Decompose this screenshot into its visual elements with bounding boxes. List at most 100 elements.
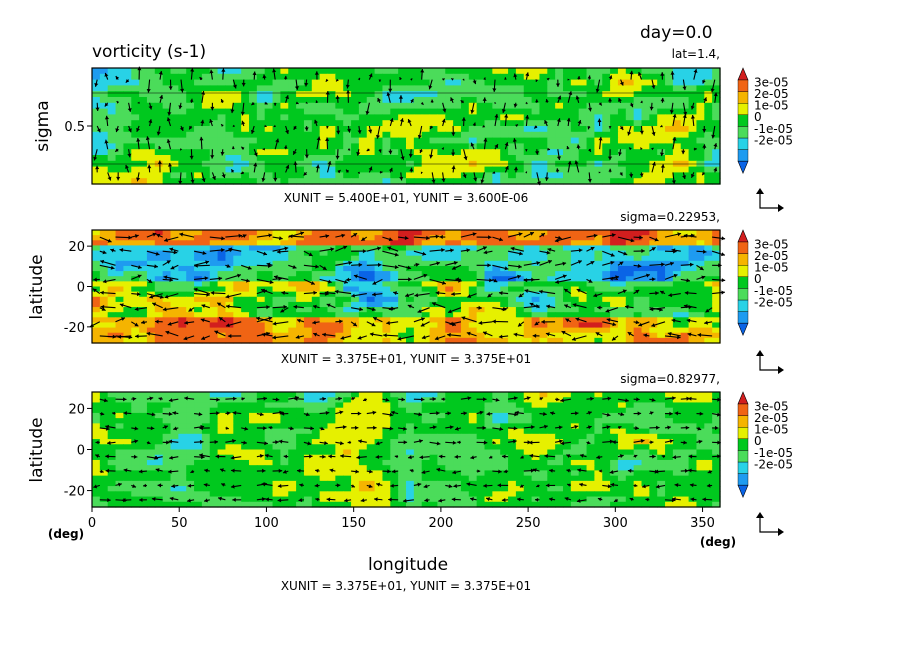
colorbar-label: -1e-05 bbox=[754, 122, 793, 136]
heatmap-cell bbox=[139, 392, 148, 398]
wind-vector-head bbox=[358, 262, 363, 267]
heatmap-cell bbox=[508, 97, 517, 104]
heatmap-cell bbox=[398, 114, 407, 121]
heatmap-cell bbox=[406, 91, 415, 98]
heatmap-cell bbox=[351, 155, 360, 162]
heatmap-cell bbox=[610, 108, 619, 115]
heatmap-cell bbox=[225, 250, 234, 257]
wind-vectors-middle bbox=[89, 231, 726, 341]
heatmap-cell bbox=[602, 240, 611, 247]
heatmap-cell bbox=[500, 402, 509, 409]
heatmap-cell bbox=[688, 235, 698, 241]
heatmap-cell bbox=[617, 143, 627, 150]
heatmap-cell bbox=[288, 286, 297, 293]
heatmap-cell bbox=[460, 281, 470, 288]
heatmap-cell bbox=[303, 286, 313, 293]
heatmap-cell bbox=[665, 322, 674, 329]
heatmap-cell bbox=[476, 155, 486, 162]
heatmap-cell bbox=[186, 286, 195, 293]
heatmap-cell bbox=[641, 102, 650, 110]
heatmap-cell bbox=[476, 235, 486, 241]
heatmap-cell bbox=[358, 392, 368, 398]
heatmap-cell bbox=[665, 312, 674, 318]
heatmap-cell bbox=[99, 296, 109, 303]
wind-vector-head bbox=[393, 291, 397, 296]
heatmap-cell bbox=[547, 260, 556, 267]
wind-vector-head bbox=[272, 321, 277, 326]
heatmap-cell bbox=[688, 126, 698, 133]
heatmap-cell bbox=[500, 397, 509, 404]
heatmap-cell bbox=[303, 402, 313, 409]
heatmap-cell bbox=[468, 402, 478, 409]
heatmap-cell bbox=[680, 230, 690, 236]
heatmap-cell bbox=[460, 327, 470, 334]
heatmap-cell bbox=[288, 291, 297, 298]
wind-vector-head bbox=[409, 167, 414, 172]
wind-vector-head bbox=[417, 134, 422, 139]
heatmap-cell bbox=[390, 73, 399, 81]
heatmap-cell bbox=[570, 281, 580, 288]
heatmap-cell bbox=[170, 149, 179, 156]
wind-vector-head bbox=[274, 275, 278, 280]
heatmap-cell bbox=[586, 276, 595, 282]
heatmap-cell bbox=[672, 255, 682, 262]
heatmap-cell bbox=[162, 327, 172, 334]
heatmap-cell bbox=[225, 114, 234, 121]
heatmap-cell bbox=[460, 332, 470, 339]
heatmap-cell bbox=[610, 68, 619, 75]
heatmap-cell bbox=[186, 260, 195, 267]
heatmap-cell bbox=[272, 271, 281, 277]
heatmap-cell bbox=[264, 286, 274, 293]
heatmap-cell bbox=[146, 97, 156, 104]
heatmap-cell bbox=[406, 102, 415, 110]
heatmap-cell bbox=[594, 271, 603, 277]
heatmap-cell bbox=[209, 286, 219, 293]
heatmap-cell bbox=[563, 178, 572, 185]
heatmap-cell bbox=[154, 281, 164, 288]
heatmap-cell bbox=[531, 91, 541, 98]
heatmap-cell bbox=[429, 149, 438, 156]
wind-vector-head bbox=[394, 265, 399, 270]
heatmap-cell bbox=[704, 397, 713, 404]
heatmap-cell bbox=[500, 230, 509, 236]
heatmap-cell bbox=[146, 240, 156, 247]
heatmap-cell bbox=[578, 402, 588, 409]
heatmap-cell bbox=[186, 108, 195, 115]
heatmap-cell bbox=[178, 73, 187, 81]
heatmap-cell bbox=[413, 85, 423, 92]
heatmap-cell bbox=[186, 317, 195, 324]
heatmap-cell bbox=[665, 178, 674, 185]
heatmap-cell bbox=[343, 172, 352, 179]
wind-vector-head bbox=[284, 246, 289, 251]
heatmap-cell bbox=[468, 286, 478, 293]
heatmap-cell bbox=[115, 85, 124, 92]
heatmap-cell bbox=[241, 126, 250, 133]
wind-vector-head bbox=[221, 124, 224, 127]
heatmap-cell bbox=[704, 85, 713, 92]
heatmap-cell bbox=[515, 265, 525, 272]
colorbar-swatch bbox=[737, 276, 749, 289]
heatmap-cell bbox=[115, 412, 124, 419]
heatmap-cell bbox=[201, 178, 211, 185]
heatmap-cell bbox=[99, 155, 109, 162]
wind-vector-head bbox=[253, 152, 258, 157]
wind-vector-head bbox=[660, 290, 665, 295]
heatmap-cell bbox=[194, 149, 203, 156]
heatmap-cell bbox=[508, 240, 517, 247]
heatmap-cell bbox=[712, 245, 721, 252]
heatmap-cell bbox=[445, 245, 454, 252]
heatmap-cell bbox=[162, 131, 172, 139]
heatmap-cell bbox=[413, 337, 423, 344]
heatmap-cell bbox=[649, 143, 658, 150]
wind-vector-head bbox=[273, 103, 277, 106]
heatmap-cell bbox=[303, 73, 313, 81]
heatmap-cell bbox=[233, 79, 242, 86]
heatmap-cell bbox=[131, 91, 140, 98]
heatmap-cell bbox=[625, 108, 635, 115]
heatmap-cell bbox=[194, 79, 203, 86]
heatmap-cell bbox=[437, 143, 446, 150]
heatmap-cell bbox=[264, 245, 274, 252]
wind-vector-head bbox=[100, 290, 104, 295]
heatmap-cell bbox=[99, 68, 109, 75]
wind-vector-head bbox=[280, 308, 285, 313]
